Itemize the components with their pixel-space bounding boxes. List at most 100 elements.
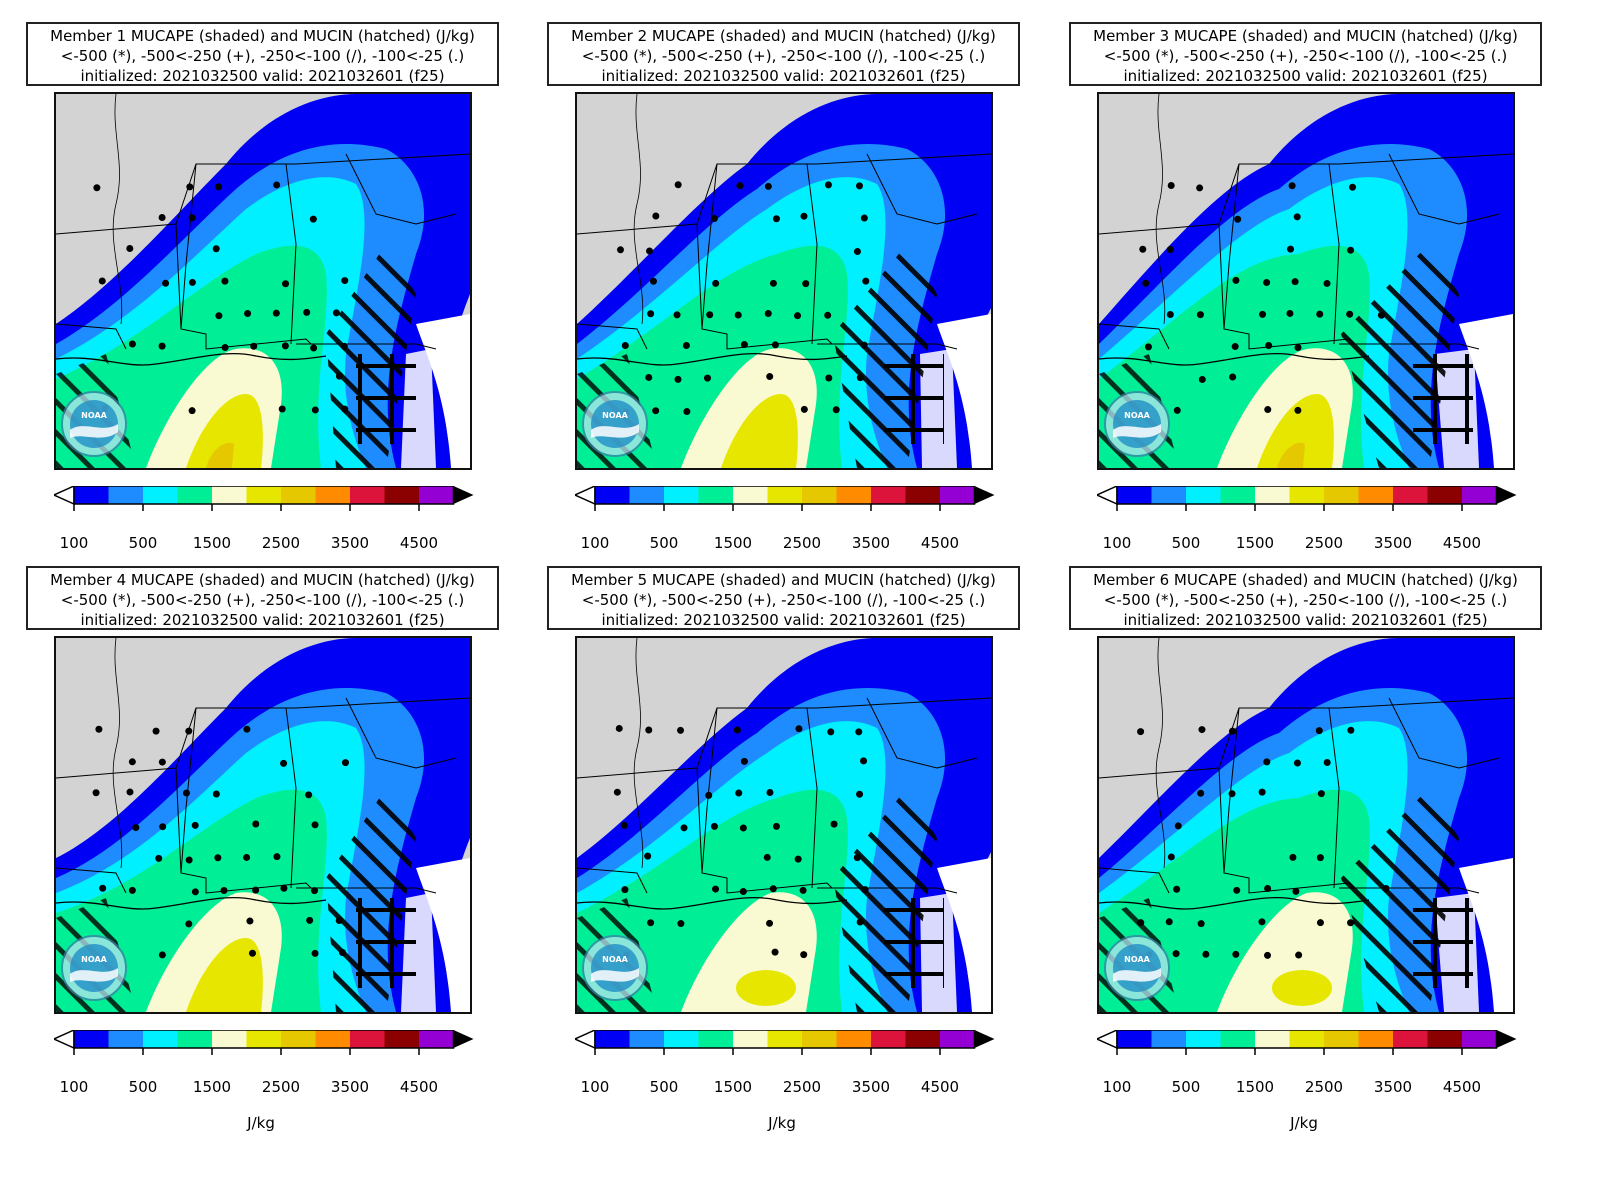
colorbar-tick-label: 500 bbox=[649, 1078, 679, 1096]
svg-text:NOAA: NOAA bbox=[1124, 411, 1150, 420]
cin-dot bbox=[221, 277, 229, 285]
cin-dot bbox=[335, 917, 343, 925]
noaa-logo-icon: NOAA bbox=[582, 391, 648, 457]
border-sc bbox=[1388, 153, 1500, 225]
colorbar-swatch bbox=[246, 1030, 281, 1048]
title-line-3: initialized: 2021032500 valid: 202103260… bbox=[1123, 67, 1488, 85]
cin-dot bbox=[309, 215, 317, 223]
border-sc bbox=[345, 697, 457, 769]
cin-dot bbox=[188, 407, 196, 415]
noaa-logo-icon: NOAA bbox=[582, 935, 648, 1001]
units-label: J/kg bbox=[247, 1114, 275, 1132]
cin-dot bbox=[825, 374, 833, 382]
colorbar-tick-labels: 100 500 1500 2500 3500 4500 bbox=[575, 534, 1015, 554]
colorbar-tick-label: 2500 bbox=[782, 1078, 822, 1096]
colorbar-swatch bbox=[1393, 1030, 1428, 1048]
colorbar-tick-label: 1500 bbox=[1235, 1078, 1275, 1096]
svg-text:NOAA: NOAA bbox=[1124, 955, 1150, 964]
cin-dot bbox=[1142, 279, 1150, 287]
cin-dot bbox=[853, 854, 861, 862]
border-al-ga bbox=[1328, 163, 1340, 345]
cin-dot bbox=[855, 182, 863, 190]
mucin-dots bbox=[92, 725, 349, 959]
colorbar-swatch bbox=[629, 1030, 664, 1048]
cin-dot bbox=[1316, 854, 1324, 862]
cin-dot bbox=[647, 310, 655, 318]
mississippi-river bbox=[1155, 638, 1166, 869]
cin-dot bbox=[856, 918, 864, 926]
cin-dot bbox=[215, 312, 223, 320]
cin-dot bbox=[1264, 951, 1272, 959]
cin-dot bbox=[248, 949, 256, 957]
state-borders bbox=[577, 638, 991, 910]
cin-dot bbox=[215, 183, 223, 191]
panel-title: Member 4 MUCAPE (shaded) and MUCIN (hatc… bbox=[26, 566, 499, 630]
cin-dot bbox=[128, 758, 136, 766]
mississippi-river bbox=[112, 94, 123, 325]
cin-dot bbox=[706, 311, 714, 319]
colorbar bbox=[1095, 484, 1537, 520]
cin-dot bbox=[740, 341, 748, 349]
cin-dot bbox=[1174, 822, 1182, 830]
cin-dot bbox=[800, 405, 808, 413]
mucin-dots bbox=[616, 181, 870, 416]
border-ms-al bbox=[696, 767, 833, 894]
colorbar-over-arrow bbox=[1496, 1030, 1517, 1048]
border-ms bbox=[180, 707, 197, 874]
cin-dot bbox=[674, 375, 682, 383]
cin-dot bbox=[1173, 406, 1181, 414]
cin-dot bbox=[733, 726, 741, 734]
colorbar-tick-label: 2500 bbox=[782, 534, 822, 552]
title-line-2: <-500 (*), -500<-250 (+), -250<-100 (/),… bbox=[581, 47, 986, 65]
cin-dot bbox=[1259, 310, 1267, 318]
colorbar-swatch bbox=[767, 486, 802, 504]
cin-dot bbox=[615, 724, 623, 732]
cin-dot bbox=[1288, 182, 1296, 190]
colorbar-tick-labels: 100 500 1500 2500 3500 4500 bbox=[54, 534, 494, 554]
colorbar-swatch bbox=[698, 486, 733, 504]
border-al-ga bbox=[1328, 707, 1340, 889]
cin-dot bbox=[1258, 918, 1266, 926]
cin-dot bbox=[280, 759, 288, 767]
cin-dot bbox=[158, 214, 166, 222]
colorbar-over-arrow bbox=[453, 486, 474, 504]
colorbar-swatch bbox=[940, 1030, 975, 1048]
cape-2500 bbox=[1257, 394, 1334, 468]
cin-dot bbox=[1382, 885, 1390, 893]
colorbar-swatch bbox=[419, 1030, 454, 1048]
colorbar-swatch bbox=[595, 1030, 630, 1048]
cin-dot bbox=[772, 215, 780, 223]
colorbar-tick-label: 3500 bbox=[1373, 534, 1413, 552]
colorbar-swatch bbox=[1117, 1030, 1152, 1048]
cin-dot bbox=[795, 725, 803, 733]
cin-dot bbox=[1294, 406, 1302, 414]
cin-dot bbox=[95, 725, 103, 733]
title-line-3: initialized: 2021032500 valid: 202103260… bbox=[601, 611, 966, 629]
cin-dot bbox=[771, 948, 779, 956]
cin-dot bbox=[645, 726, 653, 734]
colorbar-under-arrow bbox=[1095, 1028, 1118, 1050]
cin-cross-hatch bbox=[1413, 898, 1473, 988]
cin-dot bbox=[1349, 183, 1357, 191]
cin-dot bbox=[735, 789, 743, 797]
colorbar bbox=[573, 484, 1015, 520]
colorbar-tick-label: 500 bbox=[649, 534, 679, 552]
colorbar-swatch bbox=[629, 486, 664, 504]
cin-dot bbox=[620, 821, 628, 829]
cin-dot bbox=[802, 280, 810, 288]
cin-dot bbox=[734, 311, 742, 319]
colorbar-swatch bbox=[212, 486, 247, 504]
colorbar-tick-label: 1500 bbox=[192, 1078, 232, 1096]
cin-dot bbox=[652, 407, 660, 415]
noaa-logo-icon: NOAA bbox=[61, 391, 127, 457]
border-fl bbox=[1339, 343, 1480, 350]
member-panel-2: Member 2 MUCAPE (shaded) and MUCIN (hatc… bbox=[547, 22, 1067, 612]
cin-dot bbox=[649, 277, 657, 285]
colorbar-swatch bbox=[871, 1030, 906, 1048]
cin-dot bbox=[769, 279, 777, 287]
colorbar-under-arrow bbox=[52, 1028, 75, 1050]
colorbar-swatch bbox=[419, 486, 454, 504]
title-line-3: initialized: 2021032500 valid: 202103260… bbox=[601, 67, 966, 85]
member-panel-6: Member 6 MUCAPE (shaded) and MUCIN (hatc… bbox=[1069, 566, 1589, 1156]
colorbar-under-arrow bbox=[573, 1028, 596, 1050]
